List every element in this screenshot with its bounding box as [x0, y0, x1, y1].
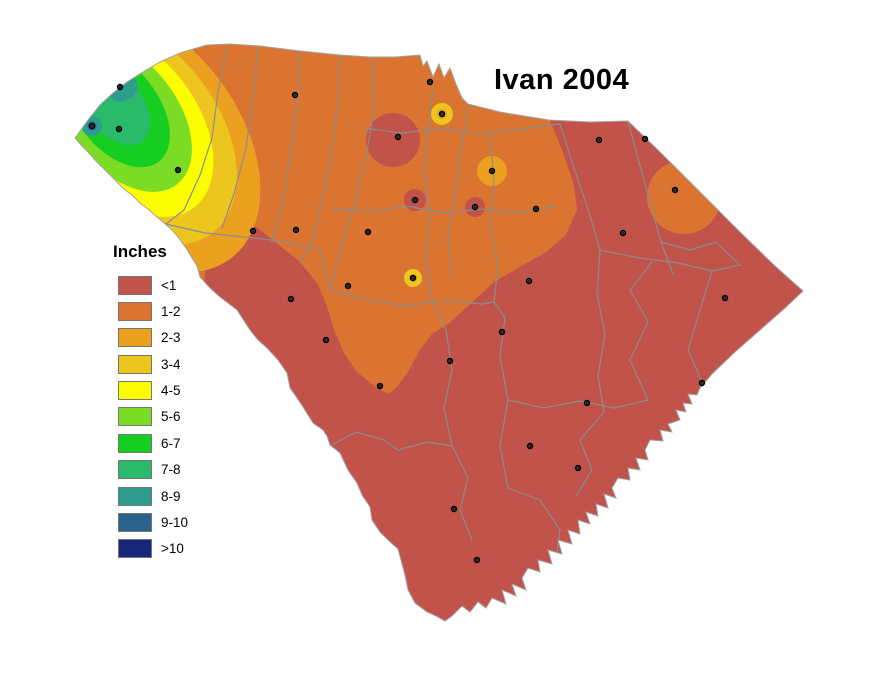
station-dot [583, 399, 591, 407]
station-dot [698, 379, 706, 387]
legend-row-8-9: 8-9 [113, 486, 188, 506]
legend-label: 1-2 [161, 303, 181, 319]
legend-swatch [118, 354, 152, 374]
legend-row-4-5: 4-5 [113, 381, 188, 401]
legend-label: 5-6 [161, 409, 181, 425]
legend-label: 9-10 [161, 515, 189, 531]
station-dot [411, 196, 419, 204]
legend-swatch [118, 328, 152, 348]
legend-swatch [118, 433, 152, 453]
legend-swatch [118, 381, 152, 401]
legend-label: >10 [161, 541, 184, 557]
legend-row-9-10: 9-10 [113, 513, 188, 533]
legend-label: 6-7 [161, 435, 181, 451]
legend-label: 8-9 [161, 488, 181, 504]
station-dot [450, 505, 458, 513]
station-dot [641, 135, 649, 143]
legend-row-<1: <1 [113, 275, 188, 295]
station-dot [488, 167, 496, 175]
legend-label: 3-4 [161, 356, 181, 372]
station-dot [721, 294, 729, 302]
legend-label: <1 [161, 277, 177, 293]
station-dot [619, 229, 627, 237]
legend-label: 2-3 [161, 330, 181, 346]
station-dot [376, 382, 384, 390]
station-dot [292, 226, 300, 234]
station-dot [525, 277, 533, 285]
station-dot [394, 133, 402, 141]
station-dot [88, 122, 96, 130]
legend-row-6-7: 6-7 [113, 433, 188, 453]
station-dot [526, 442, 534, 450]
station-dot [438, 110, 446, 118]
station-dot [473, 556, 481, 564]
legend-row-1-2: 1-2 [113, 301, 188, 321]
contour-spot [647, 160, 721, 234]
station-dot [364, 228, 372, 236]
station-dots [88, 78, 729, 564]
legend-swatch [118, 407, 152, 427]
contour-spot [366, 113, 420, 167]
legend-title: Inches [113, 242, 167, 261]
legend: Inches <1 1-2 2-3 3-4 4-5 5-6 6-7 7-8 8-9 9-10 >10 [113, 242, 188, 565]
map-title: Ivan 2004 [494, 64, 630, 96]
station-dot [116, 83, 124, 91]
legend-row-2-3: 2-3 [113, 328, 188, 348]
legend-swatch [118, 275, 152, 295]
station-dot [174, 166, 182, 174]
legend-row-3-4: 3-4 [113, 354, 188, 374]
station-dot [446, 357, 454, 365]
station-dot [595, 136, 603, 144]
station-dot [426, 78, 434, 86]
station-dot [249, 227, 257, 235]
station-dot [287, 295, 295, 303]
station-dot [115, 125, 123, 133]
county-boundaries [165, 47, 741, 561]
station-dot [409, 274, 417, 282]
legend-entries: <1 1-2 2-3 3-4 4-5 5-6 6-7 7-8 8-9 9-10 >10 [113, 275, 188, 559]
station-dot [291, 91, 299, 99]
legend-swatch [118, 301, 152, 321]
legend-label: 7-8 [161, 462, 181, 478]
legend-label: 4-5 [161, 383, 181, 399]
legend-row->10: >10 [113, 539, 188, 559]
station-dot [322, 336, 330, 344]
station-dot [574, 464, 582, 472]
legend-swatch [118, 486, 152, 506]
station-dot [671, 186, 679, 194]
station-dot [344, 282, 352, 290]
legend-row-7-8: 7-8 [113, 460, 188, 480]
legend-row-5-6: 5-6 [113, 407, 188, 427]
legend-swatch [118, 460, 152, 480]
station-dot [498, 328, 506, 336]
station-dot [532, 205, 540, 213]
station-dot [471, 203, 479, 211]
legend-swatch [118, 513, 152, 533]
legend-swatch [118, 539, 152, 559]
